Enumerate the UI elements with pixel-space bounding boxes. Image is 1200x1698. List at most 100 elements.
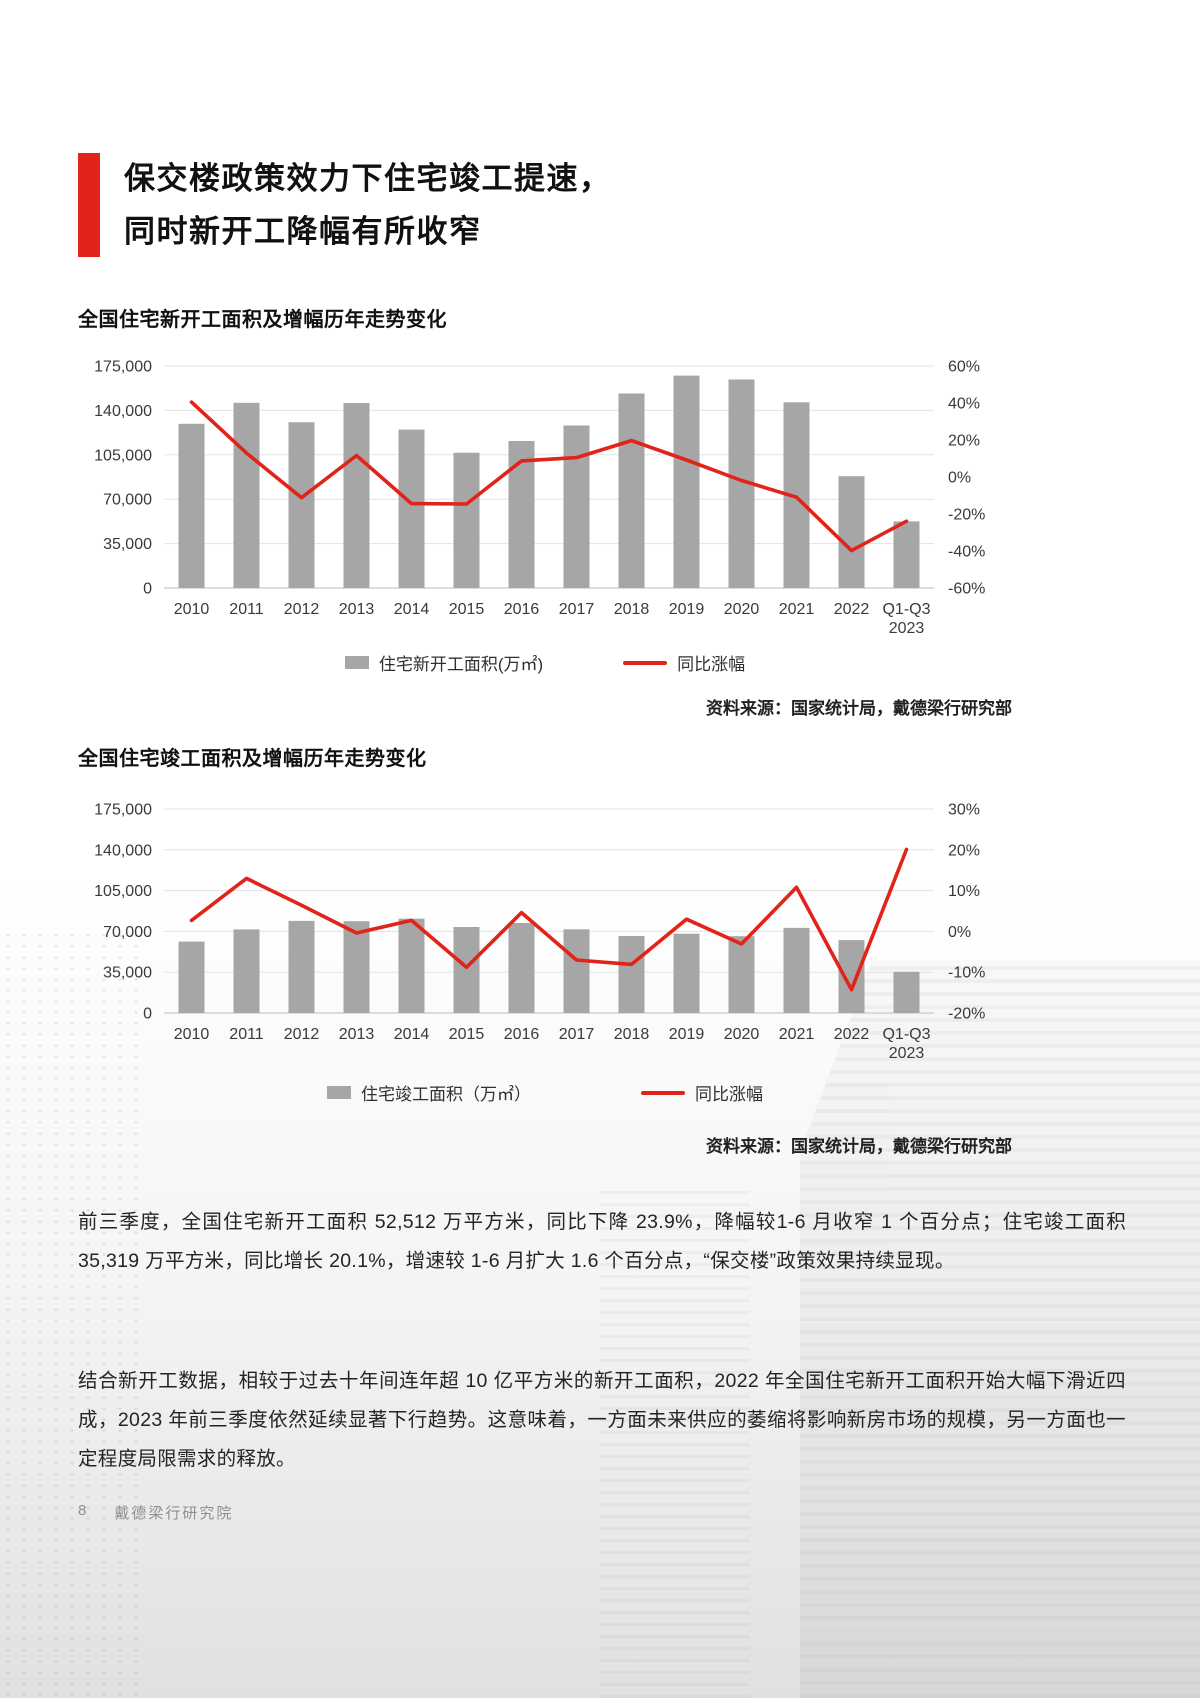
right-axis-tick-label: 60% <box>948 359 980 376</box>
bar <box>453 452 480 588</box>
left-axis-tick-label: 175,000 <box>94 359 152 376</box>
left-axis-tick-label: 0 <box>143 581 152 598</box>
bar-swatch-icon <box>344 656 369 669</box>
x-axis-label: 2014 <box>394 1026 430 1043</box>
x-axis-label: 2017 <box>559 601 595 618</box>
page-title: 保交楼政策效力下住宅竣工提速， 同时新开工降幅有所收窄 <box>124 152 612 258</box>
x-axis-label: 2013 <box>339 1026 375 1043</box>
x-axis-label: 2017 <box>559 1026 595 1043</box>
bar <box>288 422 315 588</box>
x-axis-label: 2018 <box>614 1026 650 1043</box>
page-title-line1: 保交楼政策效力下住宅竣工提速， <box>124 161 612 196</box>
chart1-legend-line-label: 同比涨幅 <box>677 655 746 674</box>
bar <box>233 929 260 1013</box>
background-building-left <box>0 930 150 1698</box>
x-axis-label: 2020 <box>724 1026 760 1043</box>
line-swatch-icon <box>623 660 668 665</box>
bar <box>343 403 370 588</box>
trend-line <box>189 847 909 992</box>
x-axis-label: 2018 <box>614 601 650 618</box>
left-axis-tick-label: 35,000 <box>103 536 152 553</box>
bar <box>508 923 535 1013</box>
chart1-title: 全国住宅新开工面积及增幅历年走势变化 <box>78 309 447 331</box>
bar <box>288 920 315 1013</box>
x-axis-label: 2021 <box>779 601 815 618</box>
chart2-title: 全国住宅竣工面积及增幅历年走势变化 <box>78 748 427 770</box>
x-axis-label: 2012 <box>284 1026 320 1043</box>
left-axis-tick-label: 105,000 <box>94 447 152 464</box>
right-axis-tick-label: 0% <box>948 470 971 487</box>
bar <box>618 936 645 1013</box>
x-axis-label: 2021 <box>779 1026 815 1043</box>
bar <box>893 521 920 588</box>
left-axis-tick-label: 70,000 <box>103 924 152 941</box>
chart2-legend: 住宅竣工面积（万㎡） 同比涨幅 <box>78 1080 1012 1105</box>
x-axis-label: Q1-Q3 <box>882 1026 930 1043</box>
page-footer: 8 戴德梁行研究院 <box>78 1502 233 1523</box>
bar <box>233 402 260 588</box>
right-axis-tick-label: 40% <box>948 396 980 413</box>
x-axis-label: 2013 <box>339 601 375 618</box>
bar <box>398 918 425 1013</box>
chart2-canvas: 0 35,000 70,000 105,000 140,000 175,000 -20% -1… <box>94 802 985 1063</box>
right-axis-tick-label: -10% <box>948 965 985 982</box>
x-axis-label: 2020 <box>724 601 760 618</box>
right-axis-tick-label: 20% <box>948 842 980 859</box>
page-title-line2: 同时新开工降幅有所收窄 <box>124 214 482 249</box>
chart1-canvas: 0 35,000 70,000 105,000 140,000 175,000 -60% -4… <box>94 359 985 638</box>
bar <box>178 941 205 1013</box>
right-axis-tick-label: -40% <box>948 544 985 561</box>
chart1-legend-bar-label: 住宅新开工面积(万㎡) <box>378 655 544 674</box>
background-building-middle <box>600 1190 750 1698</box>
bar <box>563 425 590 588</box>
left-axis-tick-label: 105,000 <box>94 883 152 900</box>
x-axis-label: 2010 <box>174 1026 210 1043</box>
x-axis-label: 2022 <box>834 601 870 618</box>
left-axis-tick-label: 175,000 <box>94 802 152 819</box>
x-axis-label: Q1-Q3 <box>882 601 930 618</box>
bar <box>563 929 590 1013</box>
x-axis-label: 2023 <box>889 620 925 637</box>
footer-page-number: 8 <box>78 1502 89 1519</box>
bar <box>343 921 370 1013</box>
line-swatch-icon <box>641 1090 685 1095</box>
footer-text: 戴德梁行研究院 <box>114 1505 234 1522</box>
left-axis-tick-label: 70,000 <box>103 492 152 509</box>
bar <box>673 375 700 588</box>
chart2-legend-line-label: 同比涨幅 <box>695 1085 763 1104</box>
right-axis-tick-label: 30% <box>948 802 980 819</box>
chart2-legend-line-item: 同比涨幅 <box>641 1080 763 1105</box>
left-axis-tick-label: 35,000 <box>103 965 152 982</box>
x-axis-label: 2014 <box>394 601 430 618</box>
title-accent-bar <box>78 153 100 257</box>
paragraph-1: 前三季度，全国住宅新开工面积 52,512 万平方米，同比下降 23.9%，降幅… <box>78 1211 1126 1272</box>
chart1-legend-bar-item: 住宅新开工面积(万㎡) <box>344 650 544 675</box>
left-axis-tick-label: 140,000 <box>94 842 152 859</box>
bar <box>618 393 645 588</box>
right-axis-tick-label: 0% <box>948 924 971 941</box>
chart2-source: 资料来源：国家统计局，戴德梁行研究部 <box>706 1137 1012 1156</box>
x-axis-label: 2019 <box>669 601 705 618</box>
left-axis-tick-label: 0 <box>143 1006 152 1023</box>
bar <box>728 936 755 1013</box>
x-axis-label: 2015 <box>449 601 485 618</box>
x-axis-label: 2011 <box>229 601 264 618</box>
trend-line <box>189 400 909 553</box>
x-axis-label: 2010 <box>174 601 210 618</box>
bar <box>838 476 865 588</box>
bar <box>178 423 205 588</box>
bar <box>893 971 920 1013</box>
x-axis-label: 2011 <box>229 1026 264 1043</box>
bar-swatch-icon <box>327 1086 351 1099</box>
x-axis-label: 2012 <box>284 601 320 618</box>
chart1-legend: 住宅新开工面积(万㎡) 同比涨幅 <box>78 650 1012 675</box>
bar <box>673 933 700 1013</box>
bar <box>398 429 425 588</box>
chart2-legend-bar-item: 住宅竣工面积（万㎡） <box>327 1080 531 1105</box>
right-axis-tick-label: -60% <box>948 581 985 598</box>
bar <box>453 927 480 1013</box>
right-axis-tick-label: -20% <box>948 507 985 524</box>
x-axis-label: 2019 <box>669 1026 705 1043</box>
x-axis-label: 2016 <box>504 601 540 618</box>
